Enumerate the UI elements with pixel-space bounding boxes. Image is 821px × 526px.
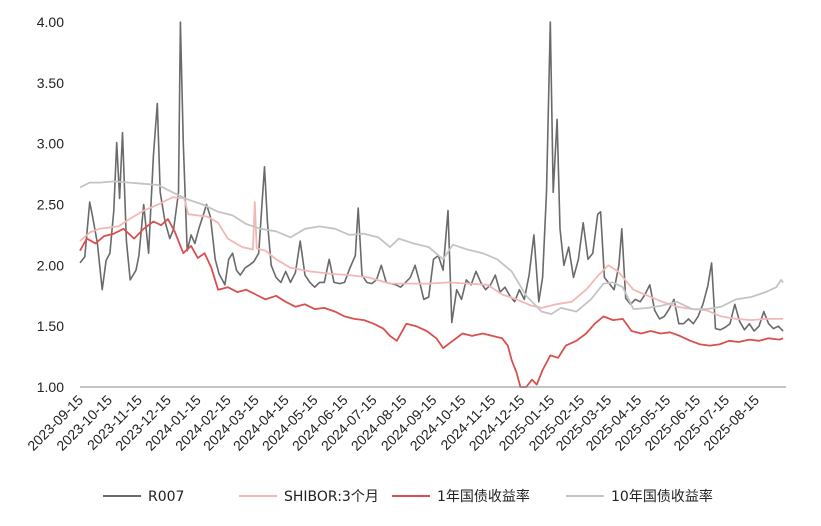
- legend-label-2: 1年国债收益率: [437, 488, 530, 505]
- legend-label-3: 10年国债收益率: [611, 488, 713, 505]
- legend: R007 SHIBOR:3个月 1年国债收益率 10年国债收益率: [103, 488, 713, 505]
- series-line-3: [79, 180, 784, 315]
- y-axis-tick-labels: 1.00 1.50 2.00 2.50 3.00 3.50 4.00: [37, 14, 64, 395]
- series-line-2: [79, 218, 784, 388]
- y-tick-label: 2.00: [37, 257, 64, 273]
- series-lines: [79, 21, 784, 388]
- y-tick-label: 1.50: [37, 318, 64, 334]
- series-line-1: [79, 196, 784, 321]
- y-tick-label: 1.00: [37, 379, 64, 395]
- legend-label-1: SHIBOR:3个月: [284, 489, 379, 505]
- y-tick-label: 2.50: [37, 197, 64, 213]
- legend-label-0: R007: [148, 489, 184, 505]
- y-tick-label: 3.00: [37, 136, 64, 152]
- y-tick-label: 4.00: [37, 14, 64, 30]
- y-tick-label: 3.50: [37, 75, 64, 91]
- series-line-0: [79, 21, 784, 332]
